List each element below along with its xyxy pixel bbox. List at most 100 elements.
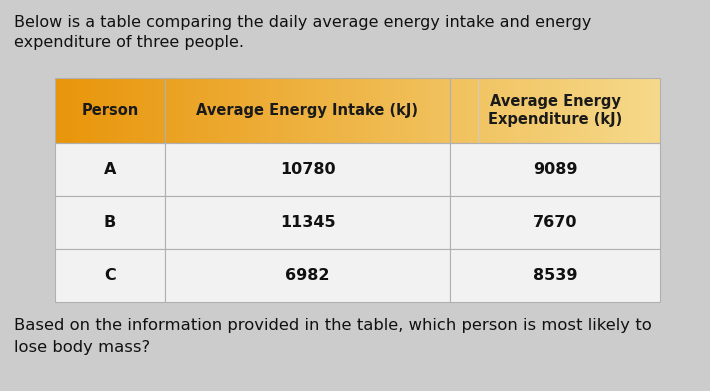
Bar — [137, 78, 140, 143]
Bar — [143, 78, 146, 143]
Bar — [164, 78, 167, 143]
Bar — [109, 78, 112, 143]
Bar — [657, 78, 660, 143]
Bar — [394, 78, 397, 143]
Bar — [539, 78, 542, 143]
Bar — [464, 78, 466, 143]
Bar — [146, 78, 149, 143]
Text: B: B — [104, 215, 116, 230]
Bar — [403, 78, 406, 143]
Bar — [306, 78, 309, 143]
Bar — [484, 78, 488, 143]
Bar — [635, 78, 639, 143]
Bar — [121, 78, 124, 143]
Bar — [261, 78, 263, 143]
Bar — [364, 78, 366, 143]
Bar — [173, 78, 176, 143]
Bar — [92, 78, 94, 143]
Bar — [491, 78, 493, 143]
Bar — [579, 78, 581, 143]
Bar — [524, 78, 527, 143]
Bar — [236, 78, 239, 143]
Bar — [61, 78, 64, 143]
Bar — [591, 78, 594, 143]
Bar — [642, 78, 645, 143]
Bar — [165, 196, 450, 249]
Bar — [351, 78, 354, 143]
Bar — [161, 78, 164, 143]
Bar — [285, 78, 288, 143]
Text: C: C — [104, 268, 116, 283]
Bar — [623, 78, 627, 143]
Bar — [76, 78, 80, 143]
Bar — [73, 78, 76, 143]
Bar — [155, 78, 158, 143]
Bar — [258, 78, 261, 143]
Bar — [345, 78, 349, 143]
Bar — [442, 78, 445, 143]
Text: 6982: 6982 — [285, 268, 329, 283]
Bar — [82, 78, 85, 143]
Bar — [557, 78, 560, 143]
Bar — [182, 78, 185, 143]
Bar — [373, 78, 376, 143]
Bar — [327, 78, 330, 143]
Bar — [651, 78, 654, 143]
Bar — [194, 78, 197, 143]
Bar — [378, 78, 382, 143]
Bar — [212, 78, 215, 143]
Bar — [80, 78, 82, 143]
Bar — [246, 78, 248, 143]
Bar — [239, 78, 243, 143]
Bar — [231, 78, 234, 143]
Bar — [312, 78, 315, 143]
Bar — [321, 78, 324, 143]
Bar — [630, 78, 633, 143]
Bar — [267, 78, 270, 143]
Text: A: A — [104, 162, 116, 177]
Bar — [149, 78, 152, 143]
Bar — [450, 143, 660, 196]
Bar — [479, 78, 481, 143]
Bar — [466, 78, 469, 143]
Bar — [219, 78, 222, 143]
Bar — [606, 78, 608, 143]
Bar — [515, 78, 518, 143]
Bar — [342, 78, 345, 143]
Bar — [275, 78, 279, 143]
Bar — [503, 78, 506, 143]
Bar — [119, 78, 121, 143]
Text: expenditure of three people.: expenditure of three people. — [14, 35, 244, 50]
Bar — [297, 78, 300, 143]
Text: 10780: 10780 — [280, 162, 335, 177]
Bar — [167, 78, 170, 143]
Text: Based on the information provided in the table, which person is most likely to: Based on the information provided in the… — [14, 318, 652, 333]
Bar — [140, 78, 143, 143]
Bar — [288, 78, 291, 143]
Bar — [158, 78, 161, 143]
Bar — [645, 78, 648, 143]
Bar — [518, 78, 521, 143]
Bar — [476, 78, 479, 143]
Bar — [124, 78, 128, 143]
Bar — [627, 78, 630, 143]
Bar — [165, 249, 450, 302]
Bar — [454, 78, 457, 143]
Bar — [85, 78, 88, 143]
Text: 11345: 11345 — [280, 215, 335, 230]
Bar — [64, 78, 67, 143]
Bar — [385, 78, 388, 143]
Bar — [273, 78, 275, 143]
Bar — [639, 78, 642, 143]
Text: Below is a table comparing the daily average energy intake and energy: Below is a table comparing the daily ave… — [14, 15, 591, 30]
Bar — [500, 78, 503, 143]
Bar — [370, 78, 373, 143]
Text: lose body mass?: lose body mass? — [14, 340, 150, 355]
Bar — [594, 78, 596, 143]
Bar — [421, 78, 424, 143]
Bar — [188, 78, 191, 143]
Bar — [215, 78, 219, 143]
Bar — [333, 78, 337, 143]
Bar — [337, 78, 339, 143]
Text: 7670: 7670 — [532, 215, 577, 230]
